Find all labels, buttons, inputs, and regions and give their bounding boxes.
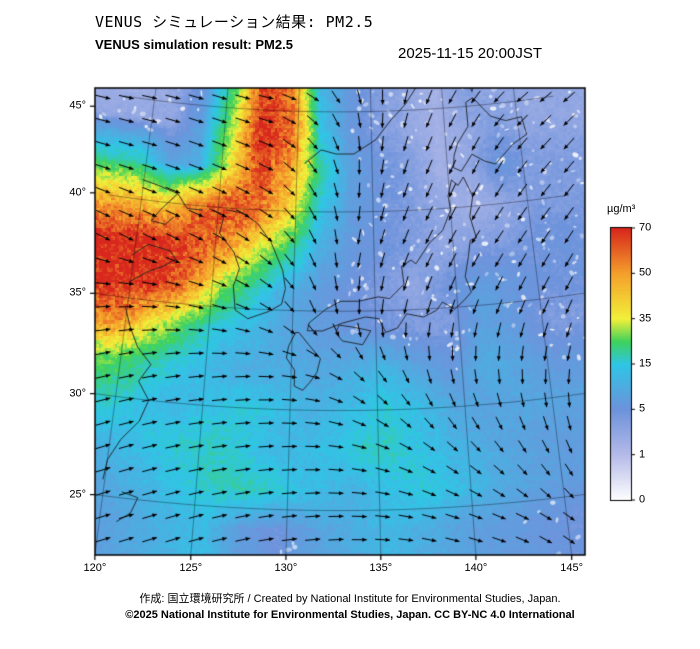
timestamp: 2025-11-15 20:00JST [398, 45, 542, 62]
page-subtitle: VENUS simulation result: PM2.5 [95, 37, 293, 52]
colorbar-tick-label: 70 [639, 221, 652, 234]
page-title: VENUS シミュレーション結果: PM2.5 [95, 13, 374, 31]
colorbar-tick-label: 1 [639, 448, 646, 461]
license-line: ©2025 National Institute for Environment… [125, 609, 575, 621]
x-tick-label: 125° [179, 562, 203, 574]
y-tick-label: 25° [69, 488, 86, 501]
credit-line: 作成: 国立環境研究所 / Created by National Instit… [139, 593, 561, 605]
footer: 作成: 国立環境研究所 / Created by National Instit… [0, 591, 700, 623]
colorbar-tick-label: 5 [639, 402, 646, 415]
y-tick-label: 30° [69, 387, 86, 400]
x-tick-label: 135° [369, 562, 393, 574]
y-tick-label: 45° [69, 99, 86, 112]
colorbar-title: µg/m³ [607, 203, 636, 215]
colorbar-tick-label: 0 [639, 493, 646, 506]
x-tick-label: 130° [274, 562, 298, 574]
map-canvas [0, 70, 700, 585]
colorbar-tick-label: 15 [639, 357, 652, 370]
y-tick-label: 35° [69, 286, 86, 299]
x-tick-label: 120° [83, 562, 107, 574]
figure: 120° 125° 130° 135° 140° 145° 25° 30° 35° 40° 45° 0… [0, 70, 700, 585]
colorbar-tick-label: 50 [639, 266, 652, 279]
colorbar-tick-label: 35 [639, 312, 652, 325]
x-tick-label: 140° [464, 562, 488, 574]
y-tick-label: 40° [69, 186, 86, 199]
x-tick-label: 145° [560, 562, 584, 574]
